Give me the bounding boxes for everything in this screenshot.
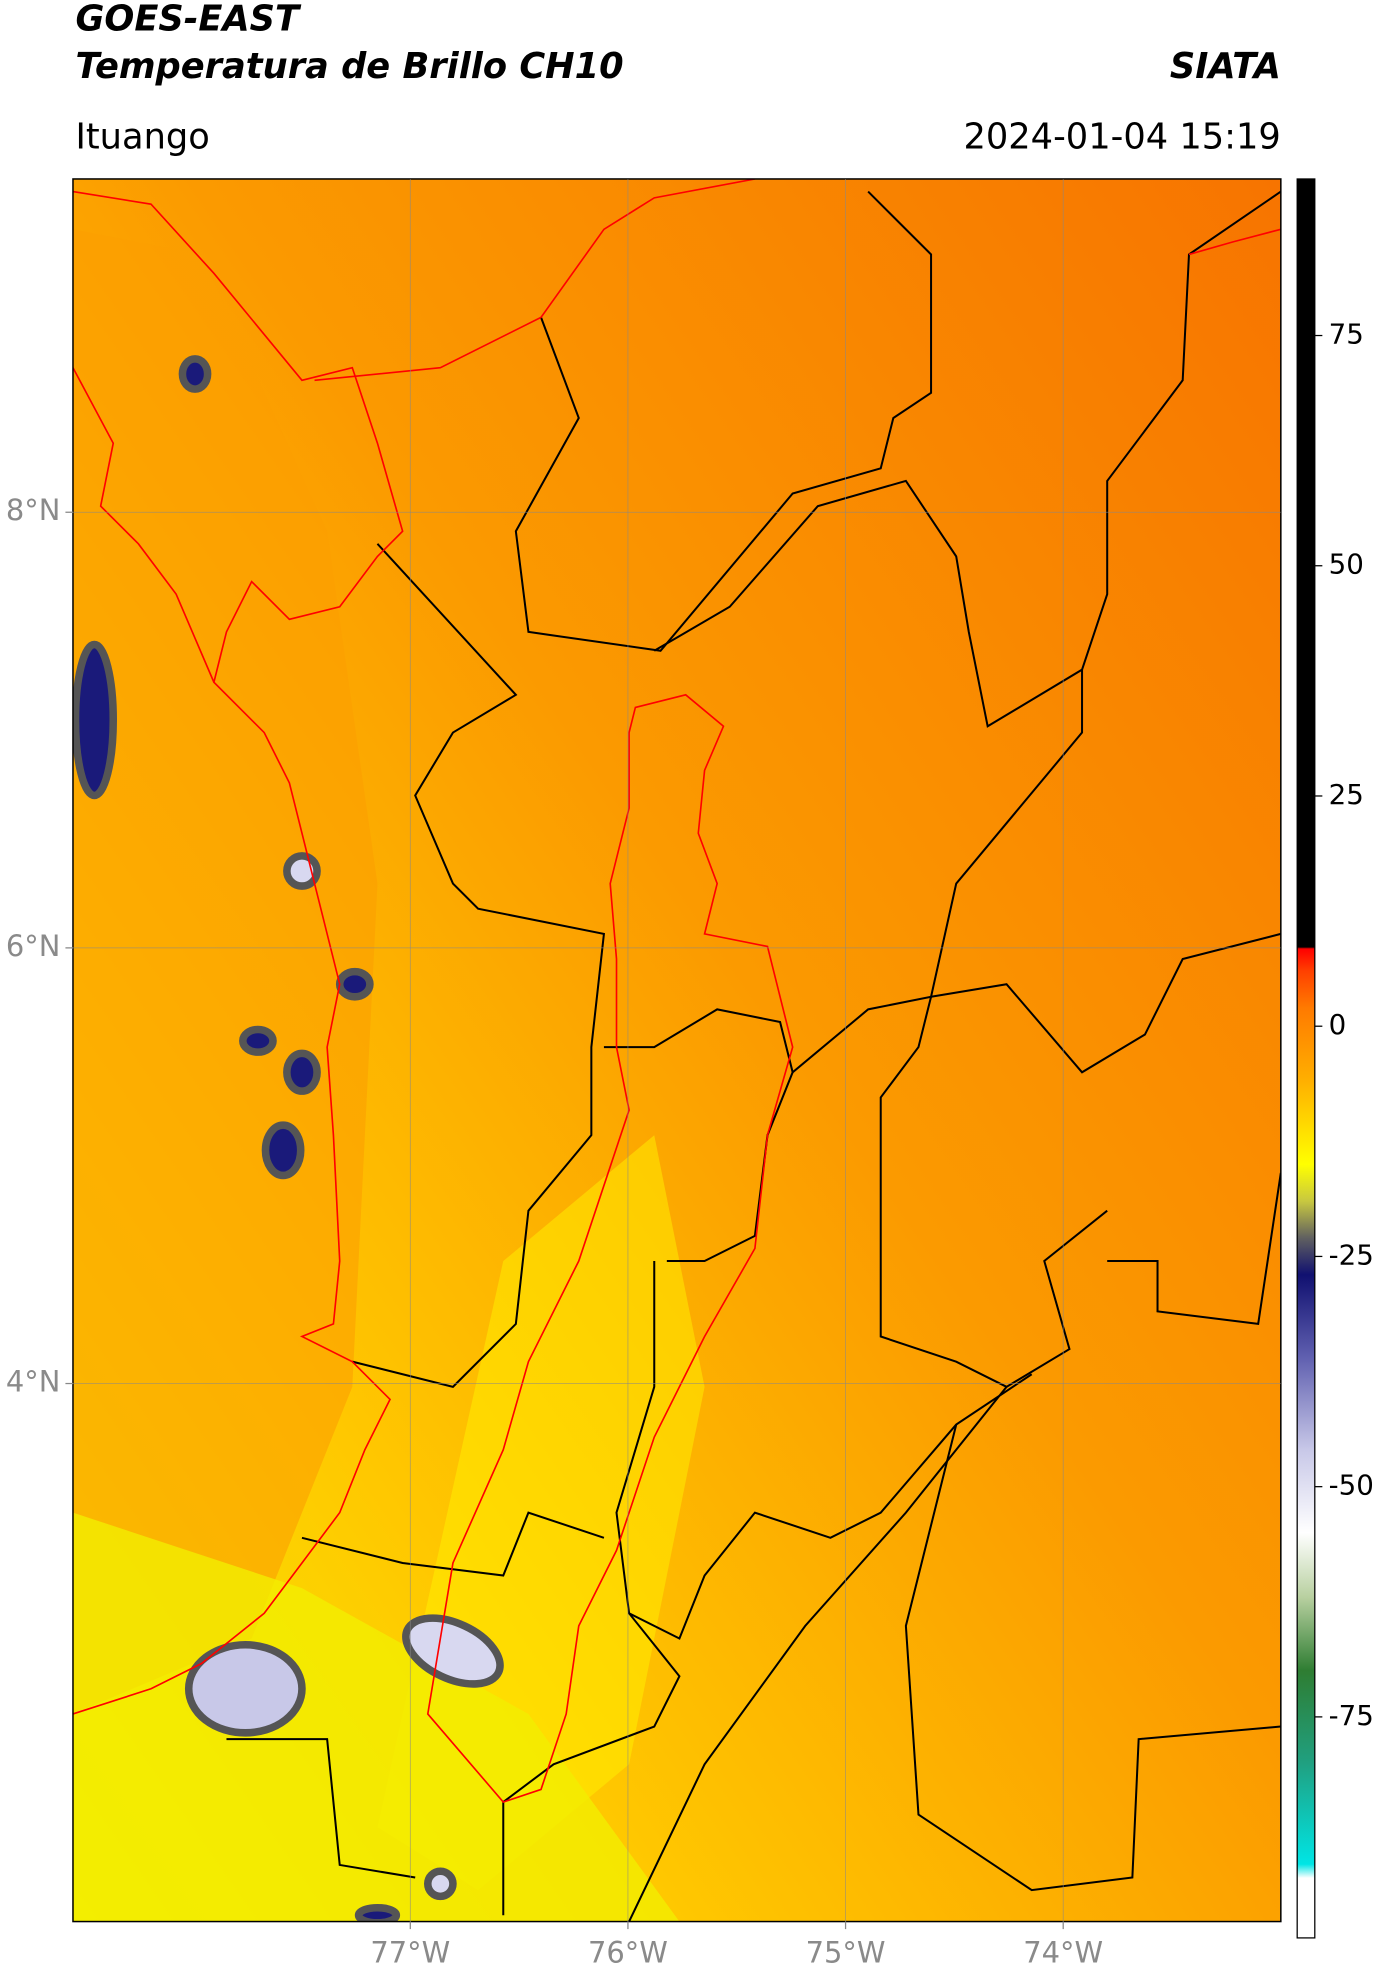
location: Ituango [75,117,209,158]
coastline [72,178,1281,1803]
borders [226,190,1281,1922]
colorbar-tick-label: -75 [1329,1699,1374,1732]
datetime: 2024-01-04 15:19 [963,117,1280,158]
subtitle: Temperatura de Brillo CH10 [75,46,623,87]
colorbar-tick-label: 75 [1329,318,1364,351]
colorbar-tick-label: 50 [1329,548,1364,581]
colorbar-tick-label: 0 [1329,1008,1347,1041]
ocean-field [72,229,378,1714]
x-tick-label: 77°W [370,1935,450,1969]
y-tick-label: 6°N [6,929,61,963]
x-tick-label: 76°W [588,1935,668,1969]
x-tick-label: 75°W [806,1935,886,1969]
colorbar-tick-label: -50 [1329,1469,1374,1502]
colorbar-tick-label: -25 [1329,1238,1374,1271]
map [72,178,1281,1922]
cloud [72,355,504,1922]
colorbar-tick-label: 25 [1329,778,1364,811]
x-tick-label: 74°W [1023,1935,1103,1969]
title: GOES-EAST [75,0,302,39]
y-tick-label: 4°N [6,1365,61,1399]
colorbar [1296,178,1316,1939]
y-tick-label: 8°N [6,493,61,527]
source: SIATA [1170,46,1281,87]
warm-field [72,1512,680,1922]
map-frame [72,178,1282,1923]
